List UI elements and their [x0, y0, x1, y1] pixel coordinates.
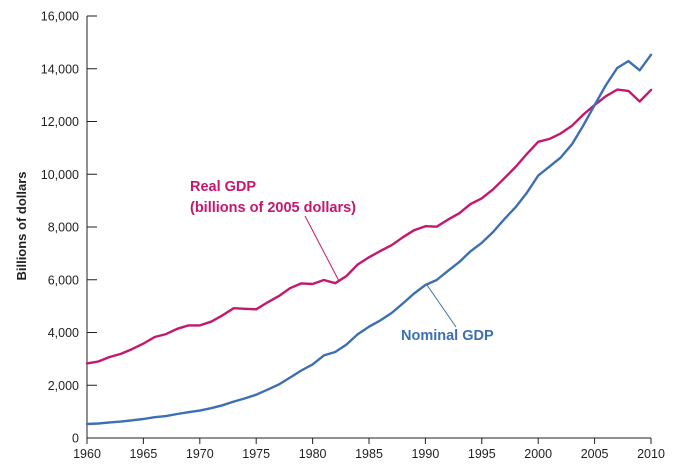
y-tick-label: 14,000	[41, 62, 79, 76]
x-tick-label: 2000	[524, 447, 552, 461]
y-tick-label: 8,000	[48, 221, 79, 235]
series-layer	[85, 53, 653, 426]
y-tick-label: 0	[72, 432, 79, 446]
y-tick-label: 4,000	[48, 326, 79, 340]
x-tick-label: 1985	[355, 447, 383, 461]
x-tick-label: 1960	[73, 447, 101, 461]
x-tick-label: 1965	[129, 447, 157, 461]
x-tick-label: 2005	[581, 447, 609, 461]
x-axis: 1960 1965 1970 1975 1980 1985 1990 1995 2000 2005…	[73, 437, 665, 461]
x-tick-label: 1990	[411, 447, 439, 461]
real-gdp-leader-line	[304, 215, 340, 282]
y-tick-label: 2,000	[48, 379, 79, 393]
x-tick-label: 1980	[299, 447, 327, 461]
real-gdp-annotation-line1: Real GDP	[190, 179, 256, 195]
y-axis: 0 2,000 4,000 6,000 8,000 10,000 12,000 14,000 1…	[41, 10, 97, 446]
x-tick-label: 1995	[468, 447, 496, 461]
real-gdp-annotation-line2: (billions of 2005 dollars)	[190, 200, 356, 216]
nominal-gdp-annotation: Nominal GDP	[401, 328, 494, 344]
x-tick-label: 1970	[186, 447, 214, 461]
x-tick-label: 2010	[637, 447, 665, 461]
y-tick-label: 16,000	[41, 10, 79, 24]
y-axis-label: Billions of dollars	[14, 171, 29, 280]
nominal-gdp-line	[85, 53, 653, 426]
y-tick-label: 10,000	[41, 168, 79, 182]
real-gdp-line	[85, 88, 653, 365]
x-tick-label: 1975	[242, 447, 270, 461]
y-tick-label: 12,000	[41, 115, 79, 129]
y-tick-label: 6,000	[48, 273, 79, 287]
nominal-gdp-leader-line	[426, 284, 457, 328]
